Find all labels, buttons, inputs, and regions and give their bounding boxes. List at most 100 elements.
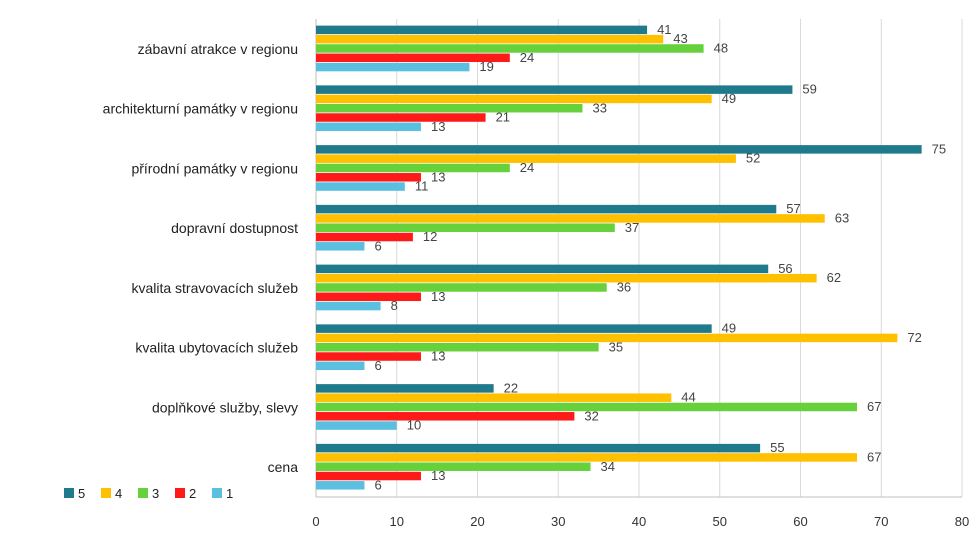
bar-series-3 (316, 462, 591, 471)
data-label: 36 (617, 280, 631, 295)
bar-series-4 (316, 214, 825, 223)
data-label: 12 (423, 229, 437, 244)
bar-series-4 (316, 273, 817, 283)
bar-series-2 (316, 113, 486, 122)
data-label: 11 (415, 179, 429, 194)
data-label: 6 (374, 358, 381, 373)
data-label: 34 (601, 459, 615, 474)
x-tick-label: 40 (632, 514, 646, 529)
category-label: dopravní dostupnost (171, 220, 298, 236)
bar-series-2 (316, 232, 413, 242)
legend-swatch-5 (64, 488, 74, 498)
bar-series-1 (316, 481, 365, 490)
bar-series-2 (316, 292, 421, 302)
legend-entry-4: 4 (115, 486, 122, 501)
data-label: 35 (609, 339, 623, 354)
bar-series-1 (316, 62, 470, 72)
data-label: 13 (431, 289, 445, 304)
bar-series-3 (316, 163, 510, 173)
bar-series-1 (316, 361, 365, 371)
legend-entry-5: 5 (78, 486, 85, 501)
data-label: 13 (431, 119, 445, 134)
data-label: 13 (431, 169, 445, 184)
x-tick-label: 70 (874, 514, 888, 529)
x-axis-ticks: 0 10 20 30 40 50 60 70 80 (312, 514, 969, 529)
x-tick-label: 50 (713, 514, 727, 529)
data-label: 55 (770, 440, 784, 455)
data-label: 13 (431, 349, 445, 364)
bar-series-5 (316, 145, 922, 154)
data-label: 6 (374, 477, 381, 492)
bar-series-5 (316, 25, 648, 35)
data-label: 52 (746, 151, 760, 166)
category-label: přírodní památky v regionu (131, 160, 298, 176)
data-label: 24 (520, 160, 534, 175)
category-label: architekturní památky v regionu (103, 101, 298, 117)
data-label: 32 (584, 408, 598, 423)
data-label: 24 (520, 50, 534, 65)
data-label: 72 (907, 330, 921, 345)
legend-entry-3: 3 (152, 486, 159, 501)
bar-series-4 (316, 393, 672, 402)
data-label: 62 (827, 270, 841, 285)
legend-entry-2: 2 (189, 486, 196, 501)
category-labels-layer: zábavní atrakce v regionu architekturní p… (103, 41, 299, 475)
data-label: 22 (504, 380, 518, 395)
x-tick-label: 30 (551, 514, 565, 529)
data-label: 56 (778, 261, 792, 276)
data-label: 67 (867, 449, 881, 464)
bars-layer (316, 25, 922, 490)
legend-entry-1: 1 (226, 486, 233, 501)
bar-series-3 (316, 44, 704, 53)
data-label: 57 (786, 201, 800, 216)
data-label: 59 (802, 82, 816, 97)
data-label: 33 (592, 100, 606, 115)
legend-swatch-1 (212, 488, 222, 498)
x-tick-label: 0 (312, 514, 319, 529)
x-tick-label: 10 (390, 514, 404, 529)
bar-series-5 (316, 85, 793, 94)
bar-series-3 (316, 223, 615, 232)
category-label: cena (268, 459, 299, 475)
data-label: 8 (391, 298, 398, 313)
bar-series-2 (316, 471, 421, 481)
data-label: 49 (722, 91, 736, 106)
bar-series-5 (316, 443, 761, 453)
data-label: 37 (625, 220, 639, 235)
data-label: 49 (722, 321, 736, 336)
bar-series-2 (316, 412, 575, 421)
category-label: kvalita stravovacích služeb (131, 280, 298, 296)
data-label: 10 (407, 418, 421, 433)
bar-series-1 (316, 242, 365, 251)
bar-series-1 (316, 301, 381, 311)
legend-swatch-4 (101, 488, 111, 498)
bar-series-3 (316, 342, 599, 352)
legend: 5 4 3 2 1 (64, 486, 233, 501)
category-label: zábavní atrakce v regionu (138, 41, 298, 57)
bar-series-2 (316, 53, 510, 63)
data-label: 41 (657, 22, 671, 37)
bar-series-5 (316, 324, 712, 333)
data-label: 43 (673, 31, 687, 46)
bar-series-3 (316, 402, 858, 412)
data-label: 44 (681, 390, 695, 405)
bar-series-2 (316, 352, 421, 361)
bar-series-4 (316, 94, 712, 104)
bar-series-4 (316, 453, 858, 462)
category-label: doplňkové služby, slevy (152, 399, 298, 415)
bar-series-1 (316, 122, 421, 132)
bar-series-3 (316, 103, 583, 113)
data-label: 67 (867, 399, 881, 414)
x-tick-label: 20 (470, 514, 484, 529)
bar-series-4 (316, 34, 664, 44)
data-label: 75 (932, 141, 946, 156)
data-label: 19 (479, 59, 493, 74)
bar-series-3 (316, 283, 607, 292)
bar-series-2 (316, 173, 421, 182)
category-label: kvalita ubytovacích služeb (135, 340, 298, 356)
value-labels-layer: 4143482419594933211375522413115763371265… (374, 22, 946, 492)
legend-swatch-2 (175, 488, 185, 498)
x-tick-label: 80 (955, 514, 969, 529)
bar-series-4 (316, 333, 898, 343)
